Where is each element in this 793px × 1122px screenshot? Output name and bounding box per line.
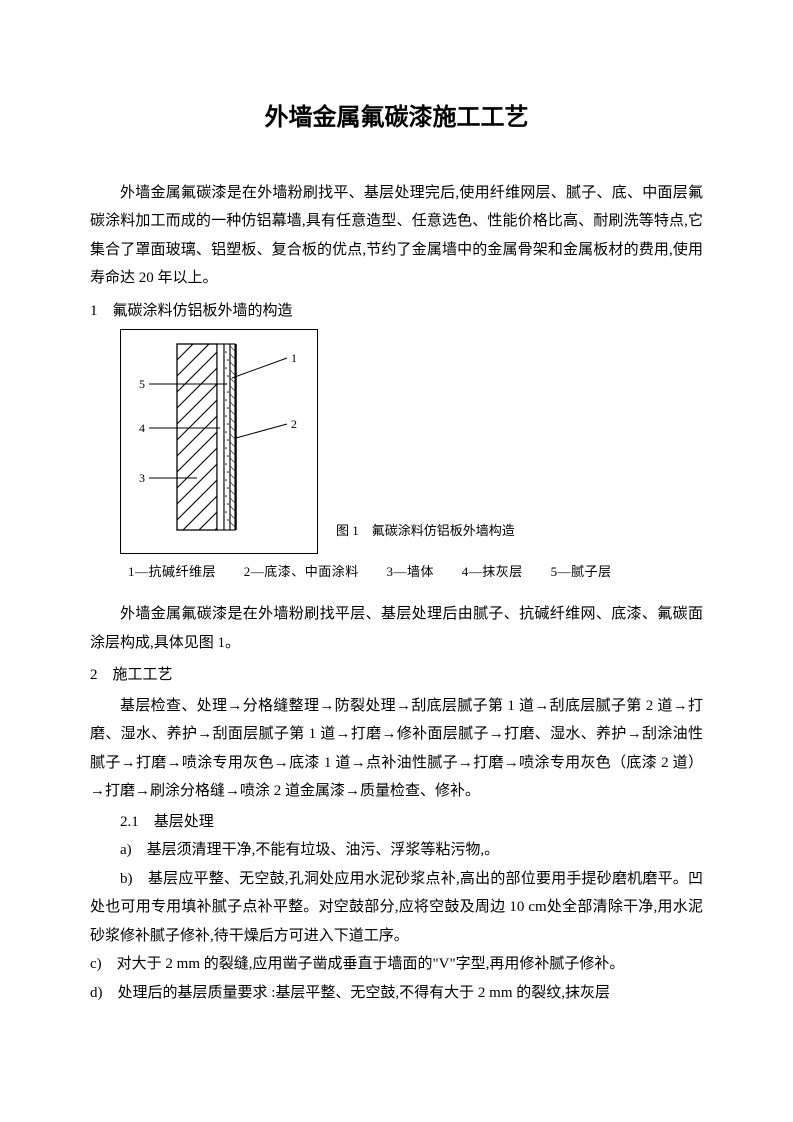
paragraph-2: 外墙金属氟碳漆是在外墙粉刷找平层、基层处理后由腻子、抗碱纤维网、底漆、氟碳面涂层… — [90, 600, 703, 657]
page-title: 外墙金属氟碳漆施工工艺 — [90, 95, 703, 141]
section-2-heading: 2 施工工艺 — [90, 661, 703, 690]
legend-3: 3—墙体 — [387, 564, 435, 579]
figure-1: 1 2 5 4 3 图 1 氟碳涂料仿铝板外墙构造 — [120, 329, 703, 554]
legend-2: 2—底漆、中面涂料 — [244, 564, 359, 579]
process-flow: 基层检查、处理→分格缝整理→防裂处理→刮底层腻子第 1 道→刮底层腻子第 2 道… — [90, 692, 703, 806]
label-5: 5 — [139, 377, 145, 391]
item-a: a) 基层须清理干净,不能有垃圾、油污、浮浆等粘污物,。 — [90, 836, 703, 865]
label-2: 2 — [291, 417, 297, 431]
figure-1-legend: 1—抗碱纤维层 2—底漆、中面涂料 3—墙体 4—抹灰层 5—腻子层 — [128, 560, 703, 585]
figure-1-caption: 图 1 氟碳涂料仿铝板外墙构造 — [336, 519, 515, 554]
intro-paragraph: 外墙金属氟碳漆是在外墙粉刷找平、基层处理完后,使用纤维网层、腻子、底、中面层氟碳… — [90, 179, 703, 293]
figure-1-diagram: 1 2 5 4 3 — [120, 329, 318, 554]
wall-section-svg: 1 2 5 4 3 — [129, 338, 307, 536]
item-b: b) 基层应平整、无空鼓,孔洞处应用水泥砂浆点补,高出的部位要用手提砂磨机磨平。… — [90, 865, 703, 951]
label-1: 1 — [291, 351, 297, 365]
subsection-2-1: 2.1 基层处理 — [90, 808, 703, 837]
item-c: c) 对大于 2 mm 的裂缝,应用凿子凿成垂直于墙面的"V"字型,再用修补腻子… — [90, 950, 703, 979]
legend-5: 5—腻子层 — [551, 564, 612, 579]
legend-4: 4—抹灰层 — [462, 564, 523, 579]
label-3: 3 — [139, 471, 145, 485]
legend-1: 1—抗碱纤维层 — [128, 564, 216, 579]
item-d: d) 处理后的基层质量要求 :基层平整、无空鼓,不得有大于 2 mm 的裂纹,抹… — [90, 979, 703, 1008]
label-4: 4 — [139, 421, 145, 435]
section-1-heading: 1 氟碳涂料仿铝板外墙的构造 — [90, 297, 703, 326]
